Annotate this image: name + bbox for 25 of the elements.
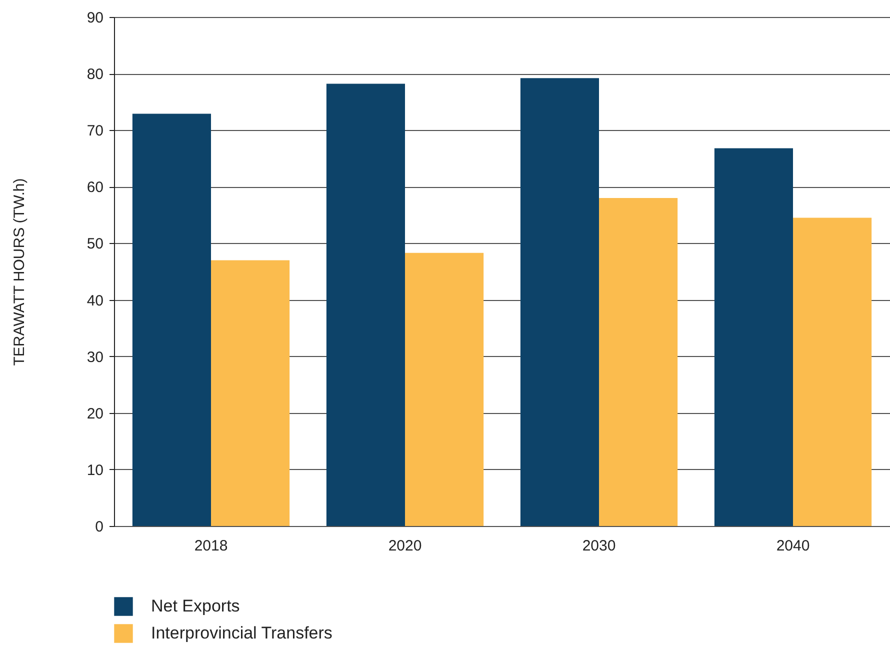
legend-label: Net Exports bbox=[151, 596, 240, 616]
bar bbox=[326, 84, 405, 526]
y-tick-label: 20 bbox=[86, 405, 104, 422]
x-tick-label: 2018 bbox=[194, 538, 228, 554]
y-tick-label: 40 bbox=[86, 292, 104, 310]
bar bbox=[714, 148, 793, 526]
x-tick-label: 2030 bbox=[582, 538, 616, 554]
bar bbox=[405, 252, 484, 526]
y-tick-label: 30 bbox=[86, 348, 104, 366]
legend-label: Interprovincial Transfers bbox=[151, 624, 332, 642]
bar bbox=[599, 198, 678, 526]
bar bbox=[793, 218, 872, 526]
y-tick-label: 0 bbox=[95, 518, 104, 536]
y-axis-title: TERAWATT HOURS (TW.h) bbox=[10, 178, 28, 366]
x-tick-label: 2040 bbox=[776, 538, 810, 554]
y-tick-label: 10 bbox=[86, 462, 104, 479]
y-tick-label: 70 bbox=[86, 122, 104, 140]
y-tick-label: 60 bbox=[86, 179, 104, 196]
x-tick-label: 2020 bbox=[388, 538, 422, 554]
y-tick-label: 80 bbox=[86, 66, 104, 84]
y-tick-label: 90 bbox=[86, 10, 104, 26]
bar bbox=[132, 114, 211, 526]
y-tick-label: 50 bbox=[86, 236, 104, 253]
bar bbox=[211, 260, 290, 526]
bar bbox=[520, 78, 599, 526]
